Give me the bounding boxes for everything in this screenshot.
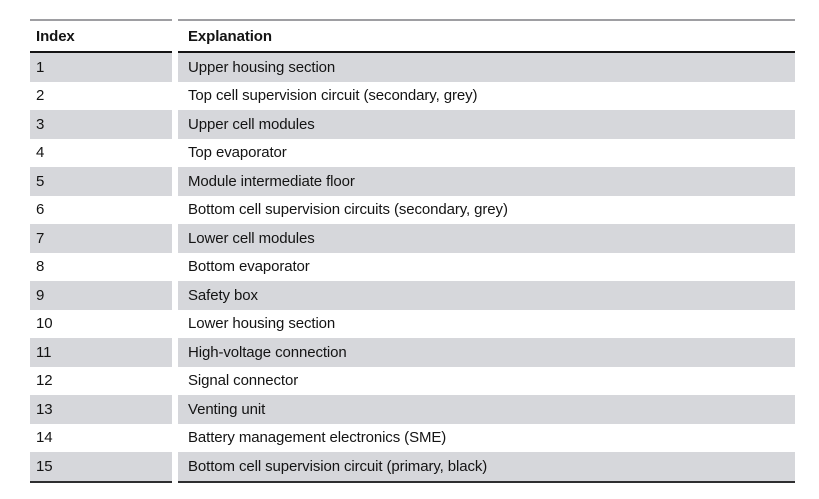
row-explanation: Top cell supervision circuit (secondary,… [178,81,795,110]
row-index: 1 [30,53,172,82]
table-row: 2 Top cell supervision circuit (secondary… [30,81,795,110]
table-row: 11 High-voltage connection [30,338,795,367]
table-row: 13 Venting unit [30,395,795,424]
row-explanation: Module intermediate floor [178,167,795,196]
row-explanation: Upper housing section [178,53,795,82]
row-index: 14 [30,423,172,452]
table-row: 4 Top evaporator [30,138,795,167]
table-row: 14 Battery management electronics (SME) [30,423,795,452]
row-explanation: Venting unit [178,395,795,424]
row-explanation: Bottom cell supervision circuit (primary… [178,452,795,483]
table-row: 3 Upper cell modules [30,110,795,139]
row-index: 8 [30,252,172,281]
row-explanation: Bottom cell supervision circuits (second… [178,195,795,224]
row-index: 4 [30,138,172,167]
row-index: 9 [30,281,172,310]
row-explanation: Lower housing section [178,309,795,338]
row-index: 13 [30,395,172,424]
table-row: 7 Lower cell modules [30,224,795,253]
table-row: 9 Safety box [30,281,795,310]
row-explanation: High-voltage connection [178,338,795,367]
table-row: 12 Signal connector [30,366,795,395]
table-row: 1 Upper housing section [30,53,795,82]
index-explanation-table: Index Explanation 1 Upper housing section… [30,19,795,483]
column-header-explanation: Explanation [178,19,795,53]
row-index: 7 [30,224,172,253]
row-explanation: Bottom evaporator [178,252,795,281]
column-header-index: Index [30,19,172,53]
row-index: 3 [30,110,172,139]
table-header-row: Index Explanation [30,19,795,53]
row-index: 11 [30,338,172,367]
row-index: 5 [30,167,172,196]
table-body: 1 Upper housing section 2 Top cell supervis… [30,53,795,483]
table-row: 10 Lower housing section [30,309,795,338]
row-index: 6 [30,195,172,224]
table-row: 15 Bottom cell supervision circuit (prima… [30,452,795,483]
row-explanation: Signal connector [178,366,795,395]
row-explanation: Safety box [178,281,795,310]
row-explanation: Top evaporator [178,138,795,167]
table-row: 5 Module intermediate floor [30,167,795,196]
table-row: 6 Bottom cell supervision circuits (secon… [30,195,795,224]
table-row: 8 Bottom evaporator [30,252,795,281]
row-index: 10 [30,309,172,338]
row-explanation: Battery management electronics (SME) [178,423,795,452]
row-index: 15 [30,452,172,483]
row-explanation: Lower cell modules [178,224,795,253]
row-explanation: Upper cell modules [178,110,795,139]
row-index: 2 [30,81,172,110]
row-index: 12 [30,366,172,395]
